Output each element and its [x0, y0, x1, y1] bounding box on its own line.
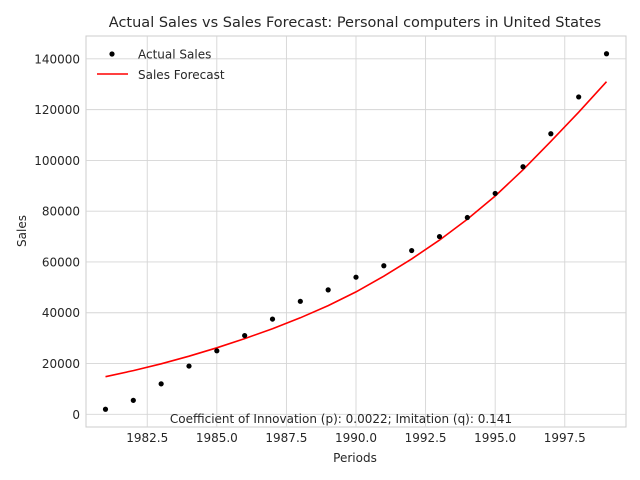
- actual-sales-point: [409, 247, 415, 254]
- x-tick-label: 1982.5: [126, 431, 168, 445]
- y-tick-labels: 0 20000 40000 60000 80000 100000 120000 140000: [34, 52, 80, 421]
- actual-sales-point: [297, 298, 303, 304]
- y-tick-label: 40000: [42, 306, 80, 320]
- actual-sales-point: [130, 397, 136, 403]
- actual-sales-point: [464, 214, 470, 221]
- y-tick-label: 80000: [42, 205, 80, 219]
- y-tick-label: 140000: [34, 52, 80, 66]
- actual-sales-point: [186, 363, 192, 369]
- actual-sales-point: [576, 94, 582, 100]
- y-tick-label: 60000: [42, 255, 80, 269]
- y-gridlines: [86, 58, 626, 415]
- actual-sales-point: [548, 131, 554, 137]
- legend-actual-marker: [109, 51, 115, 57]
- actual-sales-point: [520, 164, 526, 170]
- actual-sales-point: [492, 190, 498, 197]
- x-tick-label: 1987.5: [265, 431, 307, 445]
- actual-sales-point: [214, 348, 220, 354]
- coefficient-annotation: Coefficient of Innovation (p): 0.0022; I…: [170, 412, 512, 426]
- actual-sales-point: [381, 263, 387, 269]
- x-gridlines: [146, 36, 566, 427]
- chart-title: Actual Sales vs Sales Forecast: Personal…: [109, 15, 601, 31]
- y-axis-label: Sales: [15, 215, 29, 247]
- x-tick-label: 1992.5: [405, 431, 447, 445]
- actual-sales-point: [102, 406, 109, 412]
- sales-forecast-line: [105, 81, 608, 378]
- actual-sales-point: [353, 274, 359, 280]
- legend-actual-label: Actual Sales: [138, 48, 211, 62]
- actual-sales-point: [242, 332, 248, 339]
- x-tick-label: 1995.0: [474, 431, 516, 445]
- actual-sales-point: [158, 381, 164, 387]
- x-axis-label: Periods: [333, 451, 377, 465]
- actual-sales-point: [325, 287, 331, 293]
- actual-sales-point: [269, 316, 276, 322]
- legend: Actual Sales Sales Forecast: [97, 48, 225, 82]
- legend-forecast-label: Sales Forecast: [138, 68, 225, 82]
- x-tick-label: 1997.5: [544, 431, 586, 445]
- actual-sales-point: [603, 51, 610, 57]
- x-tick-label: 1990.0: [335, 431, 377, 445]
- y-tick-label: 20000: [42, 357, 80, 371]
- x-tick-label: 1985.0: [196, 431, 238, 445]
- y-tick-label: 120000: [34, 103, 80, 117]
- y-tick-label: 0: [72, 408, 80, 422]
- x-tick-labels: 1982.5 1985.0 1987.5 1990.0 1992.5 1995.0 1997…: [126, 431, 586, 445]
- actual-sales-points: [102, 51, 610, 412]
- actual-sales-point: [436, 233, 443, 240]
- y-tick-label: 100000: [34, 154, 80, 168]
